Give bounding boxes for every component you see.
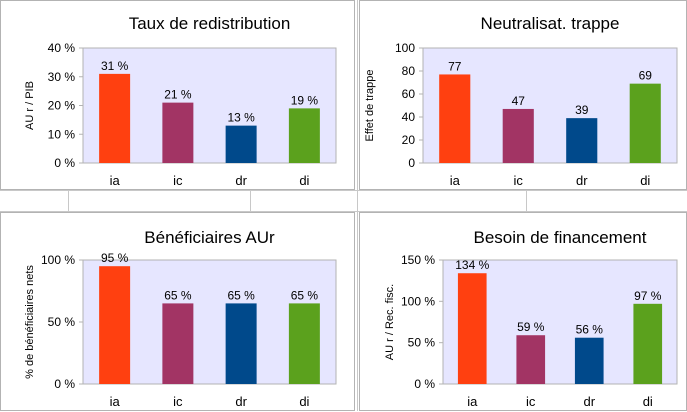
bar-di[interactable] xyxy=(288,303,320,384)
bar-dr[interactable] xyxy=(566,118,598,163)
chart-besoin-financement[interactable]: Besoin de financement 0 % 50 % 100 % 150 % AU… xyxy=(359,212,687,411)
data-label-ic: 59 % xyxy=(517,320,545,334)
x-tick-label-ia: ia xyxy=(110,394,121,409)
bar-dr[interactable] xyxy=(225,125,257,163)
x-tick-label-ia: ia xyxy=(467,394,478,409)
bar-di[interactable] xyxy=(288,108,320,163)
x-tick-label-ic: ic xyxy=(173,173,183,188)
bar-dr[interactable] xyxy=(225,303,257,384)
y-tick-label: 0 % xyxy=(54,156,75,170)
data-label-ic: 47 xyxy=(512,94,526,108)
chart-title: Besoin de financement xyxy=(474,228,647,247)
chart-svg: Bénéficiaires AUr 0 % 50 % 100 % % de bénéfi… xyxy=(24,228,337,409)
x-tick-label-di: di xyxy=(643,394,653,409)
bar-di[interactable] xyxy=(629,83,661,163)
data-label-di: 65 % xyxy=(291,288,319,302)
y-tick-label: 100 xyxy=(395,41,415,55)
y-tick-label: 80 xyxy=(402,64,416,78)
chart-neutralisation-trappe[interactable]: Neutralisat. trappe 0 20 40 60 80 100 Effet de … xyxy=(359,0,687,190)
y-axis-label: AU r / Rec. fisc. xyxy=(384,284,396,360)
y-tick-label: 20 xyxy=(402,133,416,147)
y-axis-label: AU r / PIB xyxy=(24,81,36,130)
bar-di[interactable] xyxy=(633,303,663,384)
chart-beneficiaires-aur[interactable]: Bénéficiaires AUr 0 % 50 % 100 % % de bénéfi… xyxy=(0,212,355,411)
data-label-ia: 77 xyxy=(448,59,462,73)
y-tick-label: 60 xyxy=(402,87,416,101)
bar-ic[interactable] xyxy=(162,303,194,384)
x-tick-label-di: di xyxy=(299,394,309,409)
x-tick-label-dr: dr xyxy=(235,394,247,409)
chart-title: Neutralisat. trappe xyxy=(481,14,620,33)
data-label-di: 69 xyxy=(639,69,653,83)
y-tick-label: 0 % xyxy=(54,377,75,391)
data-label-di: 97 % xyxy=(634,289,662,303)
data-label-ia: 95 % xyxy=(101,251,129,265)
y-tick-label: 150 % xyxy=(401,253,435,267)
chart-svg: Besoin de financement 0 % 50 % 100 % 150 % AU… xyxy=(384,228,678,409)
bar-ic[interactable] xyxy=(502,108,534,163)
x-tick-label-di: di xyxy=(299,173,309,188)
bar-ic[interactable] xyxy=(516,335,546,384)
x-tick-label-ic: ic xyxy=(514,173,524,188)
y-tick-label: 0 % xyxy=(414,377,435,391)
y-tick-label: 100 % xyxy=(401,294,435,308)
x-tick-label-ia: ia xyxy=(450,173,461,188)
bar-ia[interactable] xyxy=(457,273,487,384)
data-label-ia: 31 % xyxy=(101,59,129,73)
data-label-ia: 134 % xyxy=(455,258,489,272)
bar-ic[interactable] xyxy=(162,102,194,163)
x-tick-label-dr: dr xyxy=(583,394,595,409)
bar-ia[interactable] xyxy=(99,266,131,384)
y-tick-label: 100 % xyxy=(41,253,75,267)
data-label-dr: 39 xyxy=(575,103,589,117)
y-axis-label: % de bénéficiaires nets xyxy=(24,265,36,379)
bar-dr[interactable] xyxy=(574,337,604,384)
data-label-ic: 21 % xyxy=(164,88,192,102)
x-tick-label-di: di xyxy=(640,173,650,188)
x-tick-label-dr: dr xyxy=(235,173,247,188)
x-tick-label-ia: ia xyxy=(110,173,121,188)
chart-taux-redistribution[interactable]: Taux de redistribution 0 % 10 % 20 % 30 % 40 … xyxy=(0,0,355,190)
y-tick-label: 50 % xyxy=(48,315,76,329)
chart-title: Taux de redistribution xyxy=(129,14,291,33)
chart-svg: Neutralisat. trappe 0 20 40 60 80 100 Effet de … xyxy=(364,14,678,188)
x-tick-label-ic: ic xyxy=(173,394,183,409)
y-tick-label: 40 % xyxy=(48,41,76,55)
data-label-dr: 13 % xyxy=(227,111,255,125)
bar-ia[interactable] xyxy=(439,74,471,163)
bar-ia[interactable] xyxy=(99,73,131,163)
y-tick-label: 0 xyxy=(408,156,415,170)
data-label-dr: 56 % xyxy=(576,323,604,337)
data-label-dr: 65 % xyxy=(227,288,255,302)
y-tick-label: 50 % xyxy=(408,336,436,350)
chart-title: Bénéficiaires AUr xyxy=(144,228,275,247)
data-label-ic: 65 % xyxy=(164,288,192,302)
y-tick-label: 20 % xyxy=(48,99,76,113)
y-tick-label: 10 % xyxy=(48,127,76,141)
x-tick-label-dr: dr xyxy=(576,173,588,188)
y-tick-label: 30 % xyxy=(48,70,76,84)
y-tick-label: 40 xyxy=(402,110,416,124)
chart-svg: Taux de redistribution 0 % 10 % 20 % 30 % 40 … xyxy=(24,14,337,188)
x-tick-label-ic: ic xyxy=(526,394,536,409)
y-axis-label: Effet de trappe xyxy=(364,70,376,142)
data-label-di: 19 % xyxy=(291,93,319,107)
